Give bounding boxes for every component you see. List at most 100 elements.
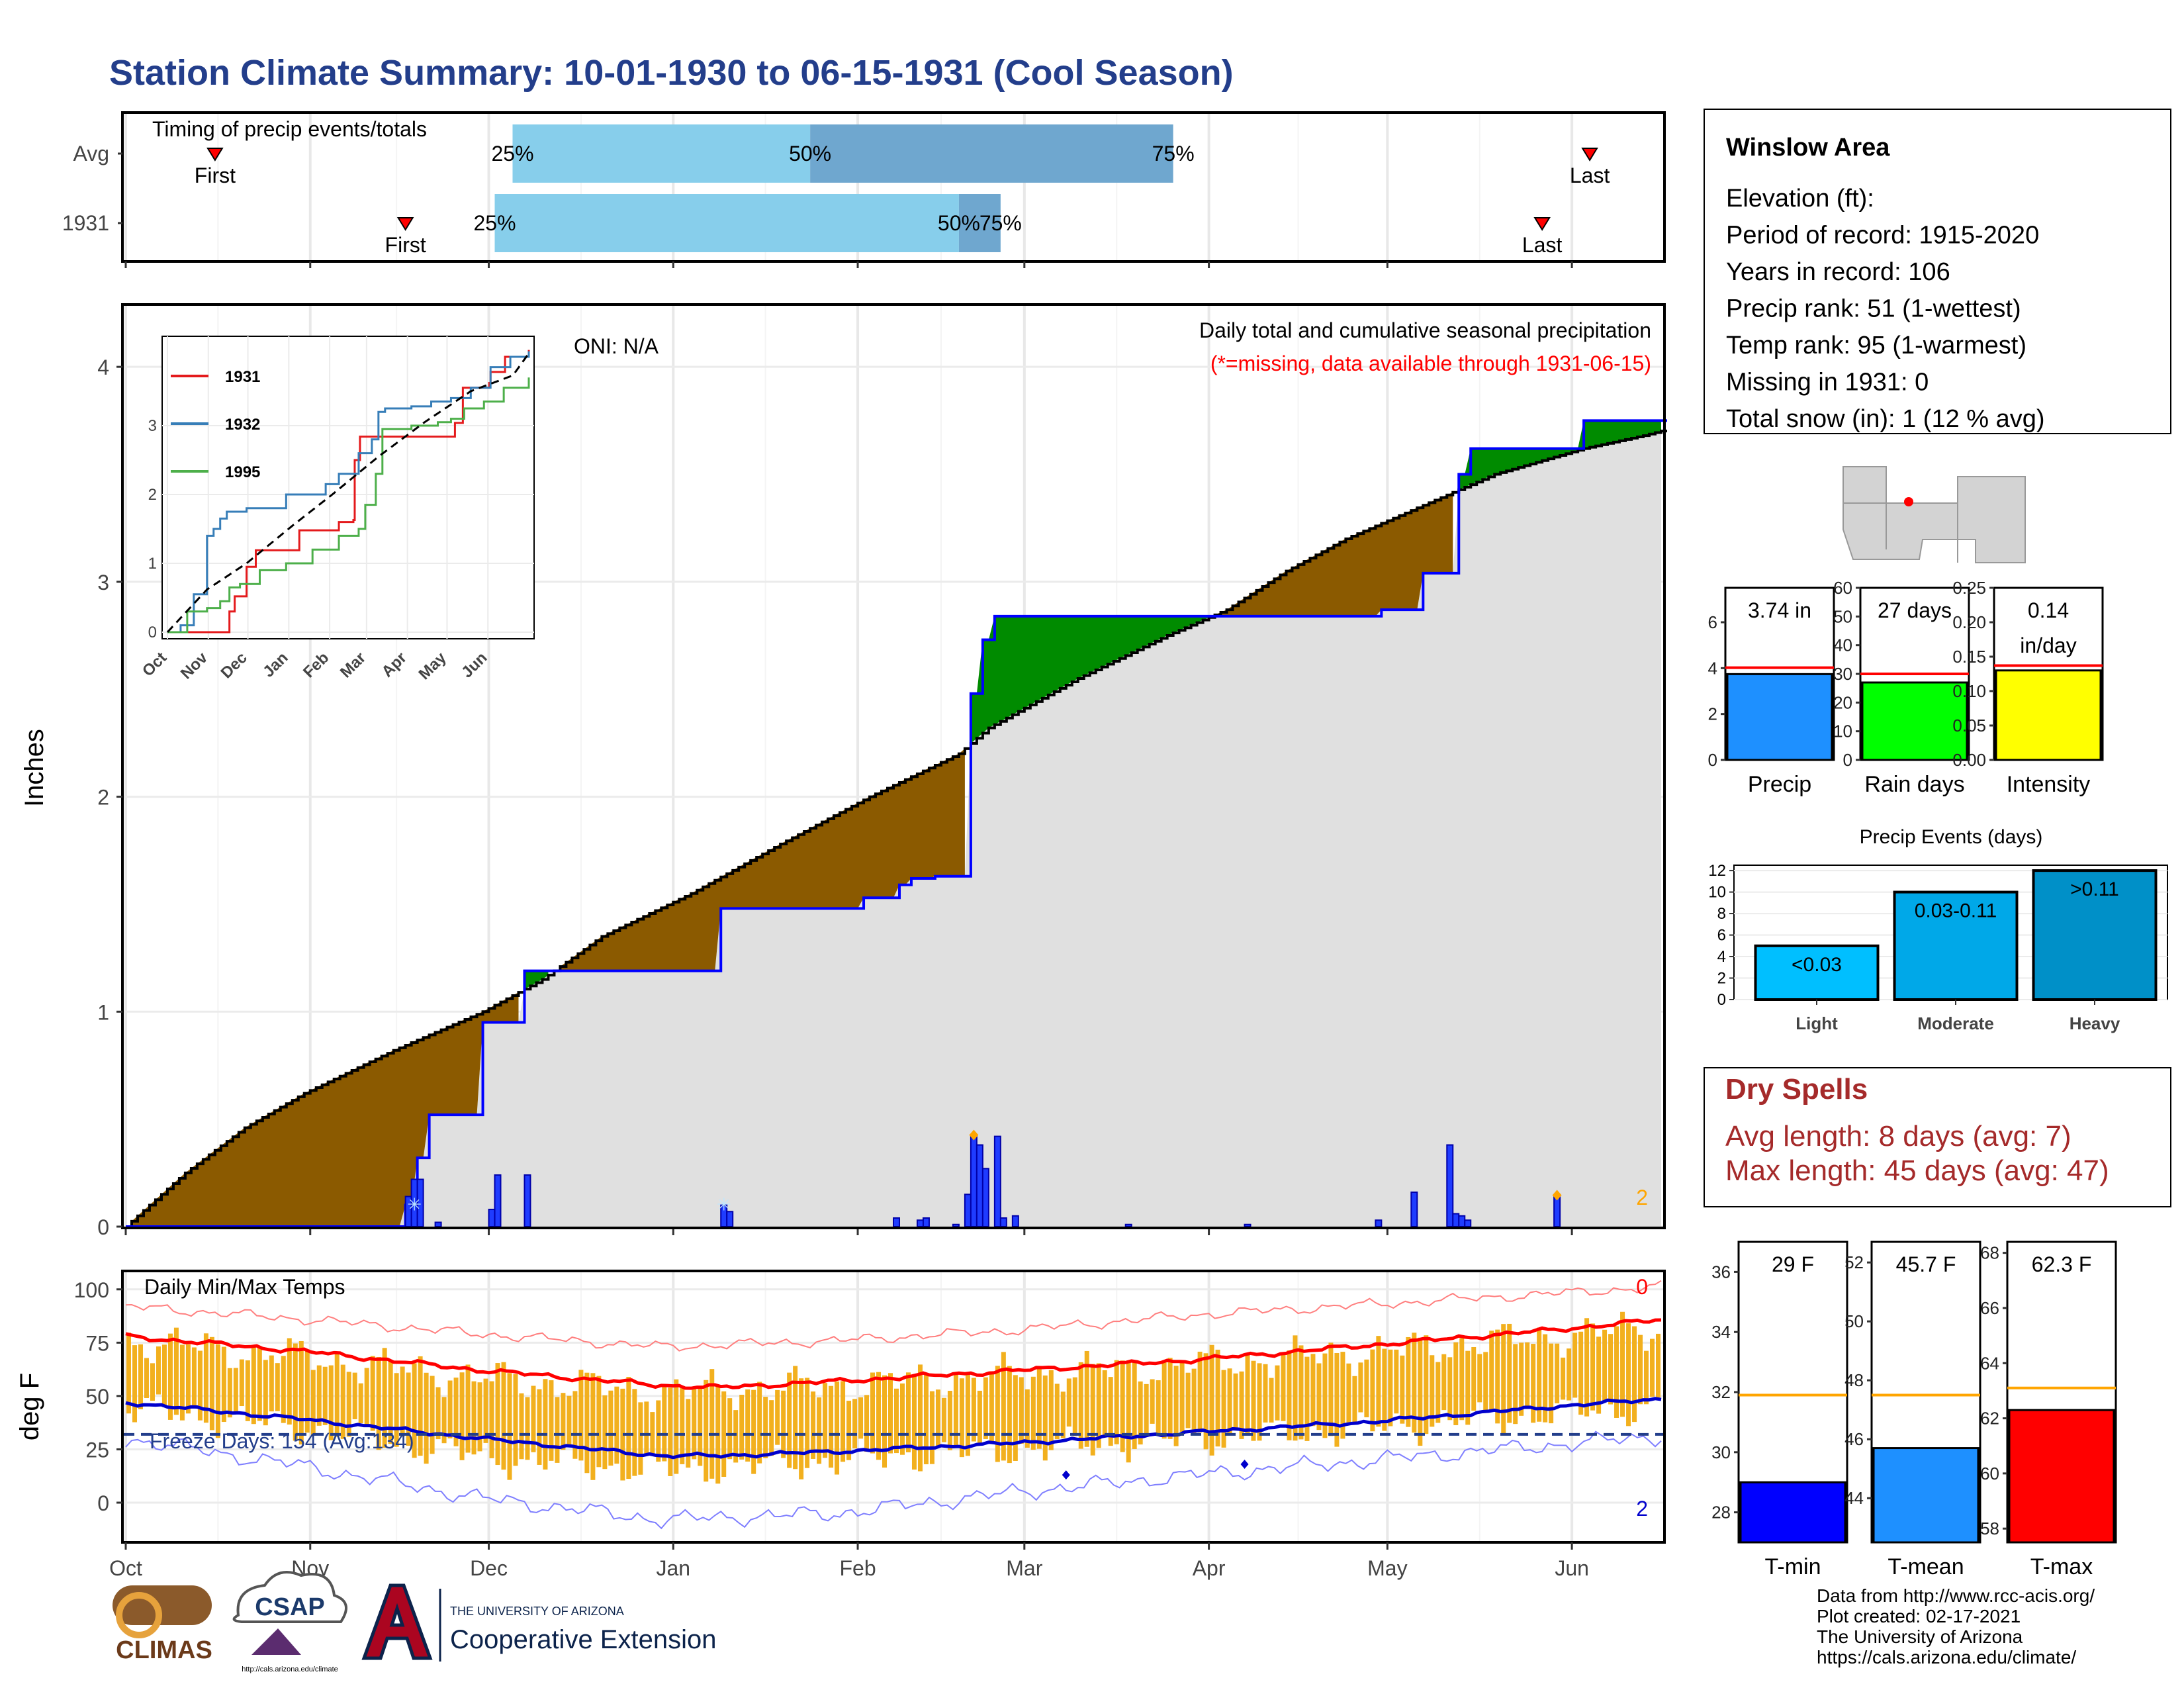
events-bar-label: >0.11	[2070, 878, 2119, 900]
daily-temp-bar	[1126, 1361, 1131, 1463]
daily-temp-bar	[1453, 1342, 1459, 1425]
daily-temp-bar	[1156, 1380, 1161, 1436]
events-y-tick-label: 0	[1717, 991, 1726, 1009]
season-y-tick-label: 0.10	[1952, 681, 1986, 701]
ua-logo: THE UNIVERSITY OF ARIZONA Cooperative Ex…	[361, 1583, 716, 1662]
daily-temp-bar	[989, 1371, 994, 1444]
daily-temp-bar	[555, 1397, 560, 1463]
daily-temp-bar	[1555, 1343, 1560, 1403]
season-y-tick-label: 58	[1980, 1519, 1999, 1538]
daily-temp-bar	[1418, 1337, 1423, 1446]
season-y-tick-label: 36	[1711, 1262, 1731, 1282]
daily-temp-bar	[1150, 1379, 1155, 1424]
daily-temp-bar	[156, 1346, 161, 1395]
daily-temp-bar	[1197, 1351, 1203, 1433]
daily-temp-bar	[561, 1393, 566, 1450]
daily-temp-bar	[144, 1358, 149, 1398]
daily-temp-bar	[1054, 1383, 1060, 1440]
daily-temp-bar	[917, 1364, 923, 1472]
daily-temp-bar	[203, 1333, 208, 1423]
daily-temp-bar	[721, 1391, 727, 1477]
daily-temp-bar	[977, 1390, 982, 1444]
timing-last-marker	[1581, 148, 1598, 162]
daily-temp-bar	[1161, 1360, 1167, 1439]
inset-average-line	[166, 352, 530, 633]
record-max-line	[125, 1280, 1662, 1352]
precip-legend-title: Daily total and cumulative seasonal prec…	[1199, 318, 1651, 342]
daily-temp-bar	[971, 1378, 976, 1442]
season-value-label: 27 days	[1878, 598, 1952, 622]
daily-temp-bar	[1537, 1327, 1542, 1422]
daily-temp-bar	[1430, 1355, 1435, 1427]
csap-cloud	[232, 1571, 347, 1623]
daily-precip-bar	[1410, 1192, 1418, 1228]
season-y-tick-label: 0.00	[1952, 750, 1986, 770]
daily-temp-bar	[1048, 1370, 1054, 1450]
daily-temp-bar	[275, 1363, 280, 1411]
daily-temp-bar	[864, 1395, 870, 1452]
daily-temp-bar	[596, 1376, 602, 1468]
deficit-area	[131, 492, 1453, 1227]
inset-legend-label: 1995	[225, 463, 260, 481]
events-title: Precip Events (days)	[1860, 826, 2043, 848]
season-y-tick-label: 6	[1708, 612, 1717, 632]
daily-temp-bar	[668, 1387, 673, 1476]
daily-temp-bar	[138, 1344, 143, 1409]
daily-temp-bar	[1370, 1349, 1375, 1432]
climas-logo-graphic	[113, 1585, 212, 1625]
events-bar	[2032, 869, 2158, 1001]
daily-temp-bar	[1322, 1353, 1328, 1438]
events-y-tick-label: 6	[1717, 927, 1726, 945]
footer: CLIMAS CSAP http://cals.arizona.edu/clim…	[113, 1571, 2095, 1673]
daily-temp-bar	[1584, 1318, 1590, 1417]
daily-temp-bar	[376, 1357, 381, 1450]
daily-temp-bar	[590, 1373, 596, 1480]
daily-temp-bar	[543, 1379, 548, 1470]
events-y-tick-label: 2	[1717, 970, 1726, 988]
state-borders	[1843, 502, 1958, 563]
daily-temp-bar	[435, 1387, 441, 1440]
season-value-unit: in/day	[2020, 633, 2076, 657]
daily-temp-bar	[888, 1373, 893, 1454]
temp-y-tick-label: 100	[74, 1278, 109, 1302]
daily-temp-bar	[953, 1373, 958, 1447]
season-y-tick-label: 48	[1844, 1370, 1864, 1390]
daily-temp-bar	[905, 1372, 911, 1452]
daily-temp-bar	[298, 1340, 304, 1445]
timing-bar-25-50	[512, 124, 811, 183]
daily-temp-bar	[269, 1355, 274, 1412]
record-low-marker	[1240, 1460, 1249, 1469]
daily-temp-bar	[858, 1397, 864, 1439]
season-bar-label: T-mean	[1888, 1554, 1964, 1579]
daily-temp-bar	[727, 1398, 733, 1460]
daily-temp-bar	[424, 1372, 429, 1464]
oni-label: ONI: N/A	[574, 334, 659, 358]
daily-temp-bar	[662, 1385, 667, 1462]
daily-temp-bar	[1066, 1378, 1071, 1427]
inset-y-tick-label: 1	[148, 555, 157, 573]
daily-precip-bar	[434, 1221, 442, 1227]
season-bar	[2008, 1409, 2115, 1544]
daily-temp-bar	[382, 1348, 387, 1448]
daily-temp-bar	[1364, 1359, 1369, 1418]
season-bar	[1995, 669, 2102, 761]
daily-temp-bar	[191, 1347, 197, 1407]
station-name: Winslow Area	[1726, 134, 1890, 162]
daily-temp-bar	[799, 1378, 804, 1479]
daily-temp-bar	[751, 1389, 756, 1474]
daily-temp-bar	[899, 1383, 905, 1455]
season-y-tick-label: 0.05	[1952, 716, 1986, 735]
daily-temp-bar	[632, 1389, 637, 1476]
daily-temp-bar	[1572, 1333, 1578, 1398]
daily-precip-bar	[893, 1217, 900, 1227]
daily-temp-bar	[1120, 1360, 1125, 1452]
daily-temp-bar	[793, 1366, 798, 1470]
daily-temp-bar	[394, 1373, 399, 1447]
daily-precip-bar	[523, 1174, 531, 1227]
timing-bar-50-75	[810, 124, 1173, 183]
daily-temp-bar	[1114, 1360, 1119, 1444]
events-bar-label: 0.03-0.11	[1915, 900, 1997, 922]
season-bar-label: Precip	[1748, 772, 1811, 797]
daily-temp-bar	[1245, 1354, 1250, 1436]
daily-temp-bar	[334, 1352, 340, 1437]
